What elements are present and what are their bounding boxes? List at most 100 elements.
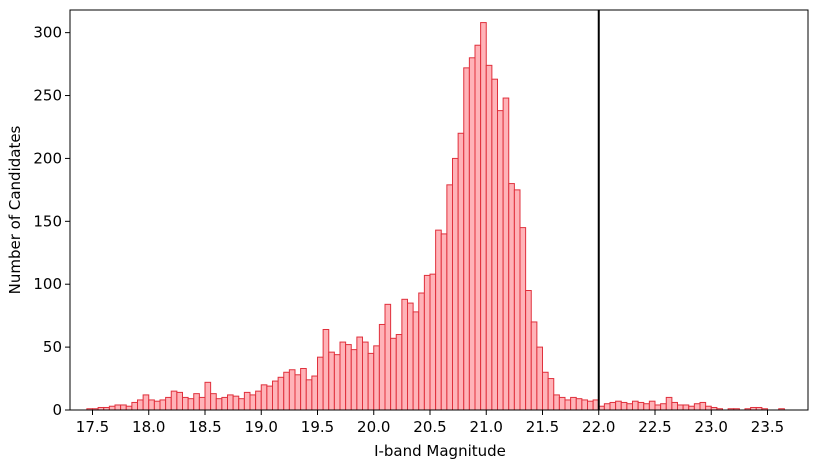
bar [423, 274, 431, 411]
bar [491, 78, 498, 411]
bar [463, 67, 470, 411]
bar [333, 354, 341, 411]
x-tick-label: 22.0 [582, 418, 615, 436]
bar [125, 405, 133, 411]
bar [198, 396, 206, 411]
bar [693, 403, 701, 411]
bar [452, 157, 459, 411]
x-tick-label: 22.5 [638, 418, 671, 436]
y-tick-label: 200 [33, 149, 62, 167]
bar [530, 321, 538, 411]
bar [654, 404, 662, 411]
x-tick-label: 17.5 [76, 418, 109, 436]
bar [525, 290, 532, 411]
bar [407, 302, 414, 411]
bar [564, 399, 572, 411]
bar [446, 184, 453, 411]
bar [620, 401, 628, 411]
bar [474, 44, 482, 411]
bar [362, 341, 369, 411]
bar [468, 57, 476, 411]
bar [187, 398, 195, 411]
bar [238, 398, 245, 411]
bar [626, 403, 633, 411]
bar [137, 399, 144, 411]
bar [153, 400, 161, 411]
bar [204, 381, 212, 411]
bar [215, 398, 223, 411]
bar [255, 390, 262, 411]
bar [317, 356, 324, 411]
x-tick-label: 21.0 [470, 418, 503, 436]
bar [513, 189, 521, 411]
y-tick-label: 100 [33, 275, 62, 293]
bar [395, 334, 403, 411]
bar [519, 227, 527, 411]
bar [637, 401, 645, 411]
bar [643, 403, 650, 411]
bar [148, 399, 155, 411]
bar [581, 399, 588, 411]
bar [497, 110, 504, 411]
y-tick-label: 250 [33, 87, 62, 105]
x-tick-label: 18.5 [188, 418, 221, 436]
bar [120, 404, 127, 411]
bar [440, 233, 448, 411]
bar [277, 376, 285, 411]
bar [412, 311, 420, 411]
bar [570, 396, 577, 411]
bar [688, 405, 695, 411]
bar [170, 390, 178, 411]
bar [575, 398, 583, 411]
bar [311, 375, 318, 411]
bar [328, 351, 335, 411]
bar [553, 394, 560, 411]
bar [418, 292, 425, 411]
bar [660, 403, 667, 411]
bar [193, 393, 200, 411]
x-tick-label: 19.0 [245, 418, 278, 436]
bar [671, 401, 678, 411]
bar [609, 401, 617, 411]
bar [114, 404, 122, 411]
bar [356, 336, 363, 411]
x-tick-label: 23.5 [751, 418, 784, 436]
bar [367, 352, 375, 411]
bar [373, 345, 380, 411]
bar [542, 371, 549, 411]
bar [384, 303, 392, 411]
bar [547, 378, 555, 411]
x-tick-label: 23.0 [695, 418, 728, 436]
bar [227, 394, 234, 411]
x-tick-label: 21.5 [526, 418, 559, 436]
bar [350, 349, 358, 411]
bar [378, 323, 386, 411]
bar [249, 394, 257, 411]
bar [508, 183, 515, 411]
bar [210, 393, 217, 411]
bar [457, 132, 465, 411]
bar [339, 341, 347, 411]
bar [108, 405, 116, 411]
y-tick-label: 150 [33, 212, 62, 230]
bar [615, 400, 622, 411]
bar [159, 399, 167, 411]
bar [232, 395, 240, 411]
bar [266, 385, 273, 411]
bar [435, 229, 442, 411]
bar [182, 396, 189, 411]
bar [260, 384, 268, 411]
bar [665, 396, 673, 411]
x-tick-label: 20.0 [357, 418, 390, 436]
bar [165, 396, 172, 411]
bar [401, 298, 408, 411]
bar [345, 344, 352, 411]
bar [536, 346, 543, 411]
bar [131, 401, 138, 411]
bar [632, 400, 639, 411]
bar [294, 374, 302, 411]
bar [558, 396, 566, 411]
bar [480, 22, 487, 411]
bar [283, 371, 290, 411]
